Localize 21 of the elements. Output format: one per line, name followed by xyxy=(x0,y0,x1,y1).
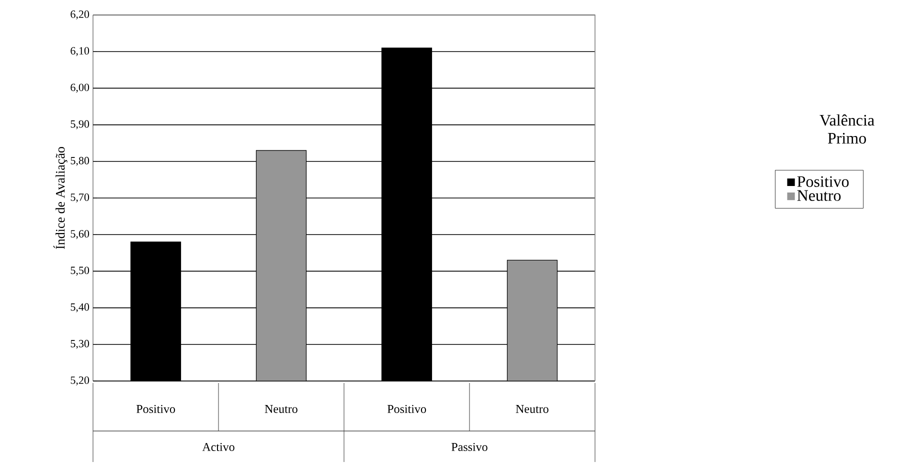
y-tick-label: 5,80 xyxy=(70,156,90,166)
legend-title: Valência Primo xyxy=(820,114,874,144)
y-tick-label: 6,20 xyxy=(70,10,90,20)
y-axis-title: Índice de Avaliação xyxy=(53,146,68,250)
legend-label: Positivo xyxy=(797,176,849,187)
text: Activo xyxy=(202,442,234,452)
y-tick-label: 5,40 xyxy=(70,303,90,312)
y-tick-label: 6,10 xyxy=(70,47,90,56)
y-tick-label: 5,70 xyxy=(70,194,90,203)
y-tick-label: 5,50 xyxy=(70,266,90,276)
x-tick-label: Positivo xyxy=(136,404,176,414)
y-tick-label: 5,60 xyxy=(70,230,90,240)
legend-label: Neutro xyxy=(797,190,841,201)
x-tick-label: Positivo xyxy=(387,404,426,414)
text: Passivo xyxy=(452,442,488,452)
y-tick-label: 6,00 xyxy=(70,84,90,93)
y-tick-label: 5,20 xyxy=(70,376,90,386)
y-tick-label: 5,30 xyxy=(70,340,90,349)
x-tick-label: Neutro xyxy=(516,405,548,413)
y-tick-label: 5,90 xyxy=(70,120,90,130)
x-tick-label: Neutro xyxy=(264,405,298,413)
